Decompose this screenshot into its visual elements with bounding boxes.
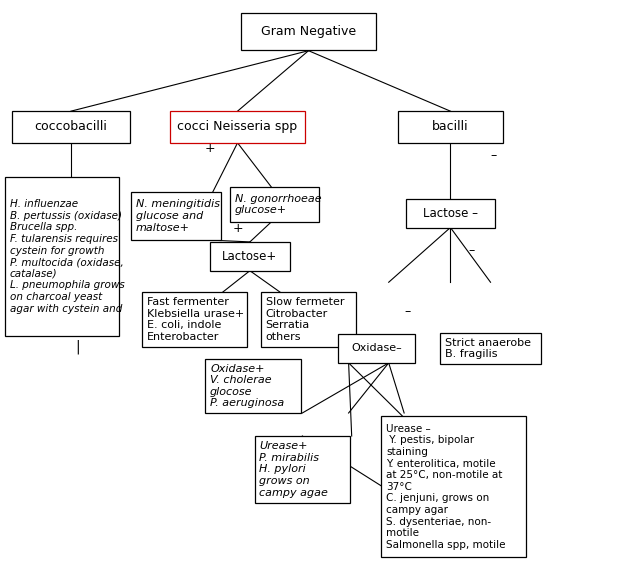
Text: –: –: [469, 244, 475, 257]
FancyBboxPatch shape: [260, 293, 357, 347]
Text: bacilli: bacilli: [432, 120, 469, 133]
Text: Lactose+: Lactose+: [222, 250, 278, 263]
FancyBboxPatch shape: [210, 242, 290, 271]
Text: N. meningitidis
glucose and
maltose+: N. meningitidis glucose and maltose+: [136, 199, 220, 233]
Text: Urease+
P. mirabilis
H. pylori
grows on
campy agae: Urease+ P. mirabilis H. pylori grows on …: [259, 441, 328, 498]
FancyBboxPatch shape: [205, 358, 300, 414]
Text: +: +: [204, 142, 215, 155]
Text: Oxidase–: Oxidase–: [351, 343, 402, 354]
FancyBboxPatch shape: [230, 187, 320, 222]
Text: cocci Neisseria spp: cocci Neisseria spp: [178, 120, 297, 133]
Text: Lactose –: Lactose –: [423, 207, 478, 219]
FancyBboxPatch shape: [12, 111, 130, 142]
Text: Oxidase+
V. cholerae
glocose
P. aeruginosa: Oxidase+ V. cholerae glocose P. aerugino…: [210, 363, 284, 408]
Text: coccobacilli: coccobacilli: [35, 120, 107, 133]
Text: Urease –
 Y. pestis, bipolar
staining
Y. enterolitica, motile
at 25°C, non-motil: Urease – Y. pestis, bipolar staining Y. …: [386, 424, 505, 550]
Text: –: –: [404, 305, 410, 317]
FancyBboxPatch shape: [5, 177, 118, 335]
Text: –: –: [491, 149, 497, 162]
FancyBboxPatch shape: [439, 333, 542, 365]
FancyBboxPatch shape: [406, 199, 495, 228]
FancyBboxPatch shape: [381, 416, 526, 558]
FancyBboxPatch shape: [338, 334, 415, 363]
Text: +: +: [232, 222, 243, 234]
Text: N. gonorrhoeae
glucose+: N. gonorrhoeae glucose+: [234, 194, 321, 215]
FancyBboxPatch shape: [398, 111, 503, 142]
FancyBboxPatch shape: [142, 293, 247, 347]
Text: Strict anaerobe
B. fragilis: Strict anaerobe B. fragilis: [444, 338, 531, 359]
FancyBboxPatch shape: [170, 111, 305, 142]
FancyBboxPatch shape: [254, 437, 350, 502]
Text: Fast fermenter
Klebsiella urase+
E. coli, indole
Enterobacter: Fast fermenter Klebsiella urase+ E. coli…: [147, 297, 244, 342]
FancyBboxPatch shape: [241, 13, 376, 51]
Text: |: |: [75, 339, 80, 354]
Text: Gram Negative: Gram Negative: [261, 25, 356, 38]
Text: H. influenzae
B. pertussis (oxidase)
Brucella spp.
F. tularensis requires
cystei: H. influenzae B. pertussis (oxidase) Bru…: [10, 199, 124, 313]
Text: Slow fermeter
Citrobacter
Serratia
others: Slow fermeter Citrobacter Serratia other…: [265, 297, 344, 342]
FancyBboxPatch shape: [131, 191, 220, 241]
